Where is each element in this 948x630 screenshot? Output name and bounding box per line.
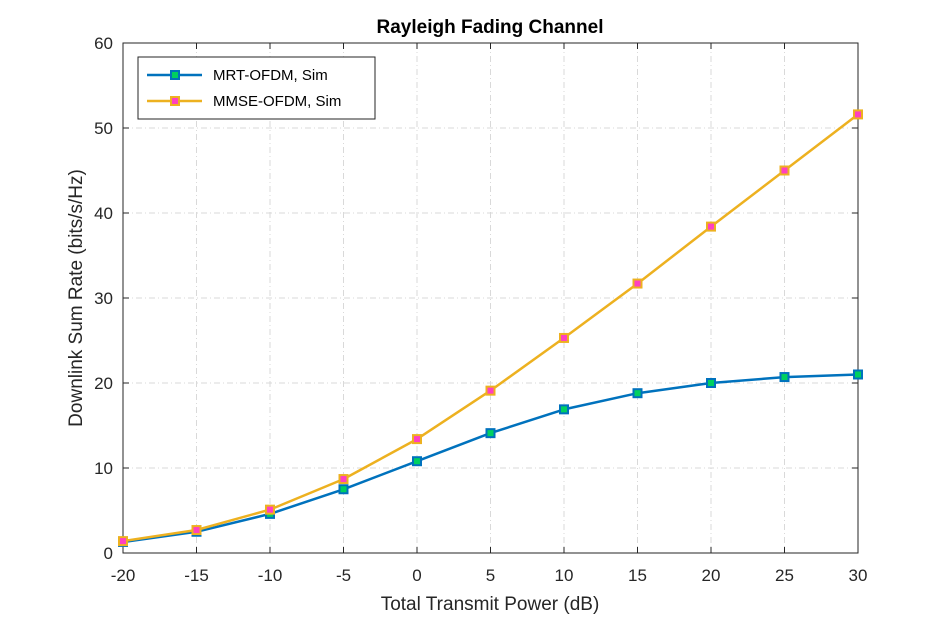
y-axis-label: Downlink Sum Rate (bits/s/Hz) — [66, 169, 87, 427]
data-point-mmse — [118, 536, 128, 547]
legend: MRT-OFDM, Sim MMSE-OFDM, Sim — [137, 56, 376, 120]
x-axis-label: Total Transmit Power (dB) — [381, 594, 600, 615]
x-tick-label: 5 — [486, 566, 495, 585]
data-point-mrt — [559, 404, 569, 415]
x-tick-label: -10 — [258, 566, 283, 585]
data-point-mrt — [412, 456, 422, 467]
x-tick-label: 0 — [412, 566, 421, 585]
data-point-mrt — [853, 369, 863, 380]
grid-lines — [123, 43, 858, 553]
data-point-mmse — [632, 278, 643, 289]
y-tick-label: 40 — [94, 204, 113, 223]
chart-title: Rayleigh Fading Channel — [377, 17, 604, 38]
data-point-mmse — [338, 474, 349, 485]
x-tick-label: -15 — [184, 566, 209, 585]
y-tick-label: 60 — [94, 34, 113, 53]
data-point-mmse — [779, 165, 790, 176]
x-tick-label: 10 — [555, 566, 574, 585]
y-tick-label: 30 — [94, 289, 113, 308]
data-point-mmse — [265, 504, 275, 515]
legend-label-mrt: MRT-OFDM, Sim — [213, 67, 328, 84]
legend-marker-mmse — [170, 96, 180, 106]
data-point-mmse — [412, 434, 422, 445]
data-point-mmse — [191, 525, 202, 536]
x-tick-label: 15 — [628, 566, 647, 585]
legend-marker-mrt — [170, 70, 180, 80]
legend-box — [137, 56, 376, 120]
data-point-mmse — [559, 332, 569, 343]
y-tick-label: 10 — [94, 459, 113, 478]
axis-ticks: -20 -15 -10 -5 0 5 10 15 20 25 30 0 10 20 30 40 50 60 — [94, 34, 867, 585]
data-point-mrt — [338, 484, 349, 495]
data-point-mrt — [706, 378, 716, 388]
data-point-mmse — [853, 109, 863, 120]
data-series — [118, 109, 863, 547]
x-tick-label: 30 — [849, 566, 868, 585]
y-tick-label: 50 — [94, 119, 113, 138]
data-point-mmse — [485, 385, 496, 396]
data-point-mmse — [706, 221, 716, 232]
data-point-mrt — [779, 372, 790, 383]
data-point-mrt — [632, 388, 643, 399]
x-tick-label: 20 — [702, 566, 721, 585]
y-tick-label: 0 — [104, 544, 113, 563]
x-tick-label: -20 — [111, 566, 136, 585]
y-tick-label: 20 — [94, 374, 113, 393]
legend-label-mmse: MMSE-OFDM, Sim — [213, 93, 341, 110]
data-point-mrt — [485, 428, 496, 439]
x-tick-label: 25 — [775, 566, 794, 585]
x-tick-label: -5 — [336, 566, 351, 585]
